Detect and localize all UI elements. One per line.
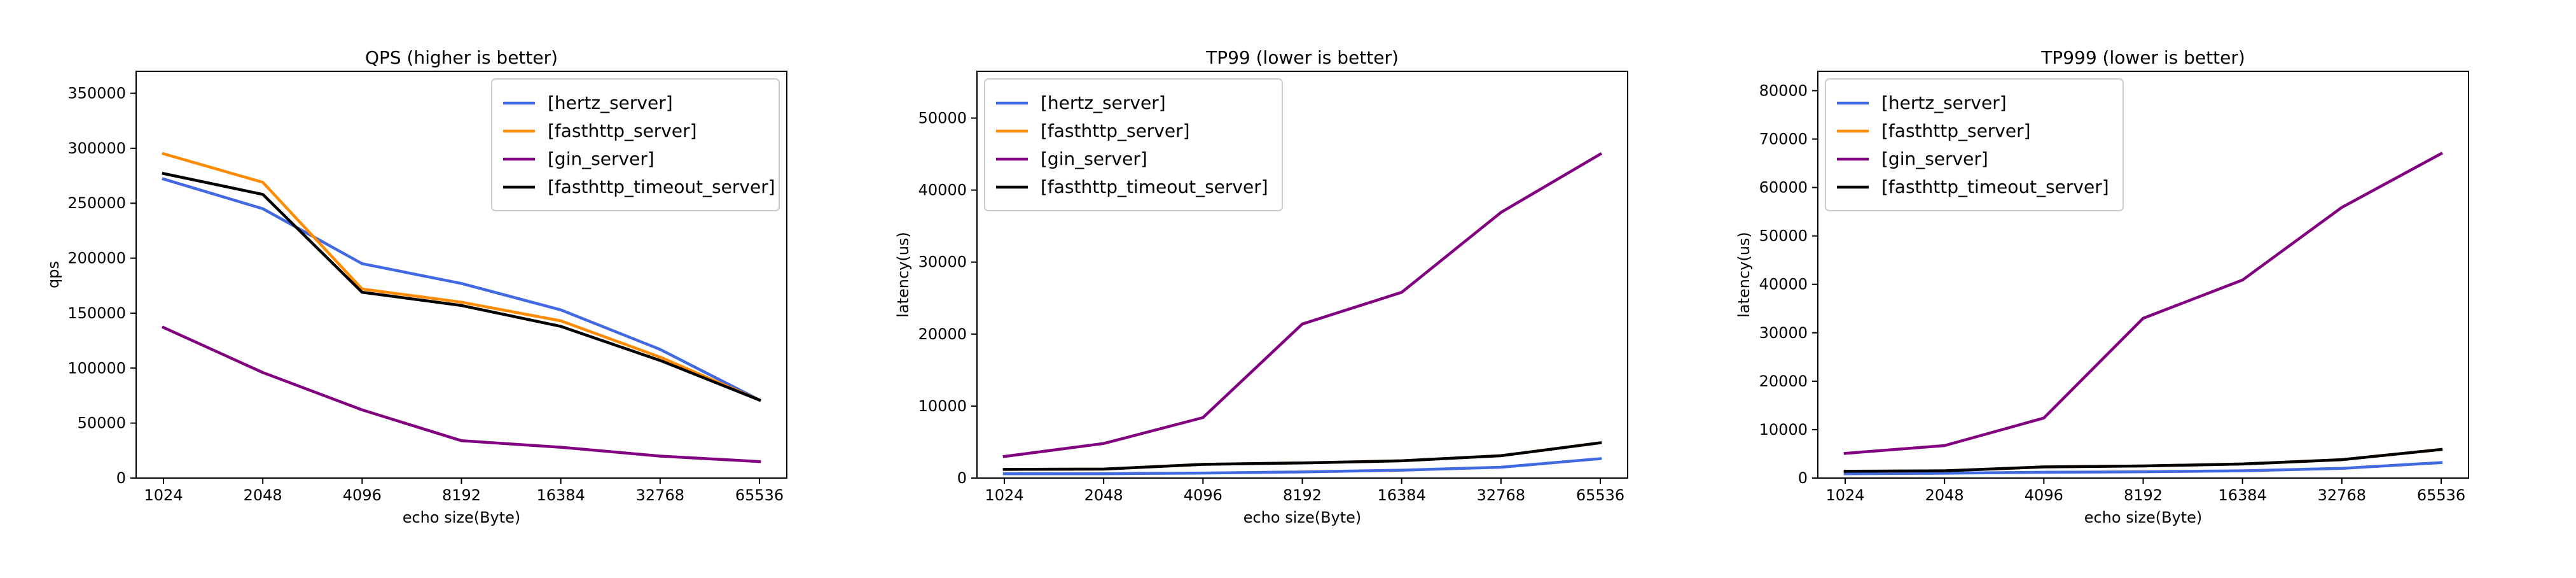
x-axis-label: echo size(Byte) xyxy=(403,509,521,526)
y-tick-label: 300000 xyxy=(67,139,126,157)
legend: [hertz_server] [fasthttp_server] [gin_serv… xyxy=(1825,78,2124,211)
legend: [hertz_server] [fasthttp_server] [gin_serv… xyxy=(491,78,780,211)
x-axis-label: echo size(Byte) xyxy=(2084,509,2203,526)
y-tick-label: 200000 xyxy=(67,250,126,267)
x-tick-label: 1024 xyxy=(144,486,183,504)
y-tick-label: 50000 xyxy=(918,109,967,127)
y-tick-label: 60000 xyxy=(1759,179,1808,197)
y-tick-label: 50000 xyxy=(78,414,126,432)
legend: [hertz_server] [fasthttp_server] [gin_serv… xyxy=(984,78,1283,211)
y-tick-label: 0 xyxy=(957,469,967,487)
x-tick-label: 4096 xyxy=(343,486,382,504)
y-tick-label: 350000 xyxy=(67,85,126,102)
y-tick-label: 30000 xyxy=(1759,324,1808,342)
legend-label: [fasthttp_timeout_server] xyxy=(1881,176,2109,197)
x-axis-label: echo size(Byte) xyxy=(1243,509,1362,526)
y-axis-label: latency(us) xyxy=(1735,232,1753,318)
series-line-gin-server xyxy=(1843,152,2444,455)
x-tick-label: 65536 xyxy=(1576,486,1624,504)
legend-label: [hertz_server] xyxy=(1041,92,1166,113)
legend-label: [hertz_server] xyxy=(548,92,673,113)
x-tick-label: 32768 xyxy=(2318,486,2366,504)
y-tick-label: 150000 xyxy=(67,304,126,322)
chart-title: TP99 (lower is better) xyxy=(1205,47,1399,68)
x-tick-label: 2048 xyxy=(244,486,282,504)
y-tick-label: 70000 xyxy=(1759,130,1808,148)
x-tick-label: 16384 xyxy=(1377,486,1425,504)
chart-panel-2: TP99 (lower is better) 1024 2048 4096 8192 16… xyxy=(894,47,1628,526)
x-tick-label: 8192 xyxy=(2124,486,2163,504)
y-tick-label: 20000 xyxy=(1759,372,1808,390)
legend-label: [gin_server] xyxy=(1041,148,1147,169)
x-tick-label: 16384 xyxy=(2218,486,2266,504)
x-tick-label: 4096 xyxy=(1184,486,1222,504)
y-axis-label: latency(us) xyxy=(894,232,912,318)
y-tick-label: 80000 xyxy=(1759,81,1808,99)
y-tick-label: 20000 xyxy=(918,325,967,343)
x-tick-label: 32768 xyxy=(1477,486,1525,504)
chart-panel-1: QPS (higher is better) 1024 2048 4096 8192 16… xyxy=(45,47,787,526)
series-line-hertz-server xyxy=(162,177,762,402)
series-line-fasthttp-timeout-server xyxy=(1843,448,2443,473)
series-line-fasthttp-timeout-server xyxy=(1002,441,1602,471)
x-tick-label: 65536 xyxy=(2417,486,2465,504)
y-tick-label: 40000 xyxy=(918,181,967,199)
x-tick-label: 16384 xyxy=(536,486,585,504)
x-tick-label: 2048 xyxy=(1925,486,1964,504)
series-line-fasthttp-timeout-server xyxy=(162,171,761,402)
legend-box xyxy=(491,78,780,211)
series-line-hertz-server xyxy=(1002,457,1602,476)
legend-label: [fasthttp_server] xyxy=(1881,120,2031,141)
x-tick-label: 8192 xyxy=(1283,486,1322,504)
y-tick-label: 10000 xyxy=(918,397,967,415)
y-tick-label: 0 xyxy=(116,469,126,487)
chart-title: QPS (higher is better) xyxy=(365,47,558,68)
series-line-fasthttp-server xyxy=(162,152,761,402)
y-tick-label: 0 xyxy=(1798,469,1808,487)
chart-panel-3: TP999 (lower is better) 1024 2048 4096 8192 1… xyxy=(1735,47,2469,526)
legend-label: [fasthttp_server] xyxy=(548,120,697,141)
legend-label: [fasthttp_server] xyxy=(1041,120,1190,141)
legend-label: [gin_server] xyxy=(1881,148,1988,169)
y-tick-label: 50000 xyxy=(1759,227,1808,245)
y-tick-label: 10000 xyxy=(1759,421,1808,439)
chart-title: TP999 (lower is better) xyxy=(2040,47,2245,68)
legend-label: [hertz_server] xyxy=(1881,92,2007,113)
y-tick-label: 30000 xyxy=(918,253,967,271)
x-tick-label: 1024 xyxy=(1825,486,1864,504)
legend-label: [fasthttp_timeout_server] xyxy=(548,176,775,197)
legend-box xyxy=(1825,78,2124,211)
series-line-gin-server xyxy=(1002,152,1603,458)
x-tick-label: 8192 xyxy=(442,486,481,504)
x-tick-label: 4096 xyxy=(2025,486,2063,504)
x-tick-label: 1024 xyxy=(985,486,1023,504)
x-tick-label: 32768 xyxy=(636,486,684,504)
y-tick-label: 100000 xyxy=(67,359,126,377)
x-tick-label: 2048 xyxy=(1084,486,1123,504)
series-line-hertz-server xyxy=(1843,461,2443,476)
series-line-gin-server xyxy=(162,325,761,463)
x-tick-label: 65536 xyxy=(735,486,784,504)
legend-box xyxy=(984,78,1283,211)
y-axis-label: qps xyxy=(45,261,62,288)
y-tick-label: 40000 xyxy=(1759,276,1808,293)
legend-label: [gin_server] xyxy=(548,148,654,169)
legend-label: [fasthttp_timeout_server] xyxy=(1041,176,1268,197)
y-tick-label: 250000 xyxy=(67,194,126,212)
